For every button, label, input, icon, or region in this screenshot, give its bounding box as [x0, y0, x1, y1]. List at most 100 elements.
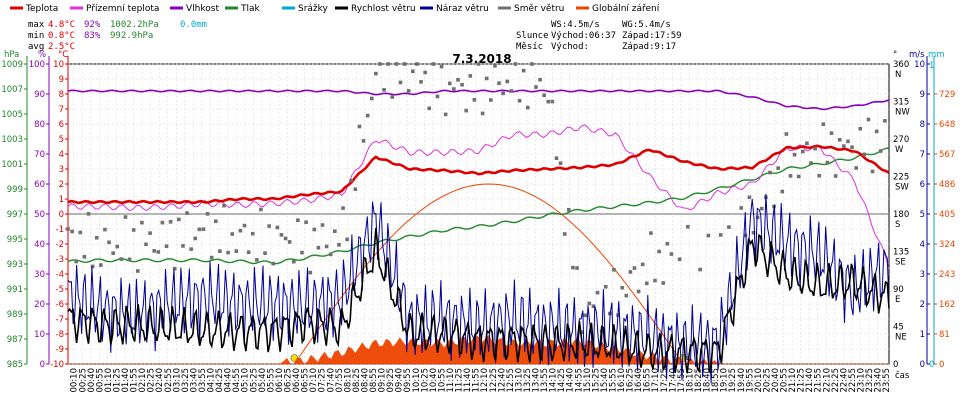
wind-direction-mark: [123, 215, 128, 219]
time-tick-label: 09:25: [386, 368, 396, 393]
rain-tick-label: 0: [929, 360, 934, 370]
info-moon-set: Západ:9:17: [622, 42, 676, 52]
wind-direction-mark: [538, 77, 542, 82]
wind-direction-mark: [653, 278, 657, 283]
time-tick-label: 12:25: [489, 368, 499, 393]
wind-direction-mark: [119, 257, 124, 261]
wind-direction-mark: [825, 160, 830, 165]
time-tick-label: 14:25: [557, 368, 567, 393]
wind-direction-mark: [489, 98, 493, 102]
wind-direction-mark: [193, 236, 198, 241]
wind-direction-mark: [591, 304, 596, 309]
temp-tick-label: 6: [59, 120, 64, 130]
wind-tick-label: 9: [920, 90, 925, 100]
wind-gust-line: [67, 193, 890, 384]
stat-min-press: 992.9hPa: [110, 31, 153, 41]
time-tick-label: 18:10: [685, 368, 695, 393]
wind-direction-mark: [107, 240, 111, 245]
wind-direction-mark: [259, 207, 263, 212]
time-tick-label: 03:25: [181, 368, 191, 393]
temperature-line: [67, 144, 890, 205]
wind-direction-mark: [583, 313, 588, 318]
wind-direction-mark: [74, 259, 79, 264]
wind-direction-mark: [447, 81, 452, 86]
time-tick-label: 15:25: [591, 368, 601, 393]
info-wg: WG:5.4m/s: [622, 20, 671, 30]
wind-direction-mark: [796, 174, 801, 179]
theoretical-radiation-line: [293, 183, 684, 365]
wind-direction-mark: [476, 62, 481, 66]
wind-direction-mark: [283, 236, 288, 241]
time-tick-label: 10:10: [412, 368, 422, 393]
temp-tick-label: -9: [56, 345, 64, 355]
time-tick-label: 19:25: [728, 368, 738, 393]
wind-direction-mark: [209, 255, 214, 260]
wind-direction-mark: [189, 247, 193, 251]
wind-direction-mark: [472, 98, 477, 102]
wind-direction-mark: [78, 230, 83, 235]
temp-tick-label: 3: [59, 165, 64, 175]
dir-tick-label: 90: [893, 285, 904, 295]
pct-tick-label: 30: [34, 270, 45, 280]
wind-direction-mark: [255, 258, 259, 262]
ground-temperature-line: [67, 124, 890, 270]
wind-direction-mark: [751, 230, 756, 235]
wind-direction-mark: [468, 74, 473, 78]
wind-direction-mark: [386, 62, 390, 66]
global-radiation-area: [68, 333, 889, 365]
wind-direction-mark: [349, 178, 354, 183]
temp-tick-label: -10: [50, 360, 64, 370]
wind-direction-mark: [550, 99, 555, 104]
time-tick-label: 08:40: [360, 368, 370, 393]
info-panel: WS:4.5m/s WG:5.4m/s Slunce Východ:06:37 …: [516, 20, 682, 52]
time-tick-label: 11:10: [446, 368, 456, 393]
pct-tick-label: 70: [34, 150, 45, 160]
time-tick-label: 18:55: [711, 368, 721, 393]
time-tick-label: 21:40: [805, 368, 815, 393]
wind-direction-mark: [727, 225, 731, 229]
wind-direction-mark: [435, 94, 440, 99]
wind-direction-mark: [747, 195, 752, 200]
info-mesic: Měsíc: [516, 42, 543, 52]
wind-direction-mark: [226, 250, 230, 255]
wind-direction-mark: [127, 257, 132, 262]
stat-max-hum: 92%: [84, 20, 101, 30]
wind-direction-mark: [587, 301, 592, 306]
wind-direction-mark: [665, 241, 670, 246]
time-tick-label: 13:40: [532, 368, 542, 393]
time-tick-label: 05:55: [266, 368, 276, 393]
time-tick-label: 16:40: [634, 368, 644, 393]
rain-tick-label: 1: [929, 61, 934, 71]
stats-panel: max 4.8°C 92% 1002.2hPa 0.0mm min 0.8°C …: [28, 20, 207, 52]
wind-direction-mark: [439, 64, 444, 69]
pct-tick-label: 40: [34, 240, 45, 250]
wind-direction-mark: [878, 149, 883, 153]
wind-direction-mark: [542, 93, 546, 98]
wind-direction-mark: [661, 281, 666, 285]
wind-direction-mark: [357, 124, 362, 129]
wind-direction-mark: [686, 224, 690, 229]
wind-direction-mark: [160, 220, 165, 225]
time-tick-label: 16:55: [643, 368, 653, 393]
temp-tick-label: -2: [56, 240, 64, 250]
dir-compass-label: SE: [895, 258, 906, 268]
wind-direction-mark: [345, 237, 349, 242]
hpa-tick-label: 1005: [1, 110, 23, 120]
hpa-tick-label: 1009: [1, 60, 23, 70]
dir-tick-label: 0: [893, 360, 898, 370]
wind-direction-mark: [464, 108, 468, 113]
rad-tick-label: 324: [939, 240, 955, 250]
rad-tick-label: 486: [939, 180, 955, 190]
wind-direction-mark: [94, 235, 99, 240]
wind-direction-mark: [636, 289, 641, 294]
legend-label-6: Náraz větru: [436, 4, 489, 14]
wind-direction-mark: [525, 105, 530, 110]
wind-direction-mark: [406, 89, 411, 93]
wind-direction-mark: [419, 80, 423, 84]
wind-direction-mark: [374, 71, 378, 76]
temp-tick-label: 5: [59, 135, 64, 145]
time-tick-label: 11:55: [472, 368, 482, 393]
wind-direction-mark: [698, 267, 702, 272]
info-moon-rise: Východ:: [551, 42, 589, 52]
